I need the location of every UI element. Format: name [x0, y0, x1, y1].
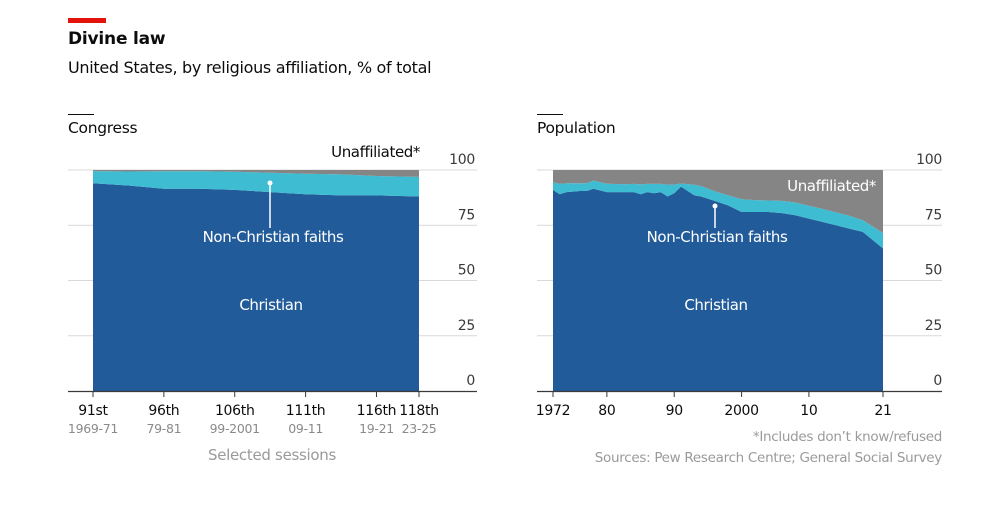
congress-ytick-label: 0: [466, 373, 475, 389]
congress-ytick-label: 75: [458, 207, 475, 223]
population-area-unaffiliated: [553, 170, 883, 233]
brand-accent-bar: [68, 18, 106, 23]
congress-ytick-label: 100: [449, 152, 475, 168]
population-xtick-label: 10: [800, 403, 817, 419]
population-area-non-christian: [553, 180, 883, 249]
congress-ytick-label: 25: [458, 318, 475, 334]
population-label-non-christian: Non-Christian faiths: [647, 228, 788, 246]
chart-subtitle: United States, by religious affiliation,…: [68, 58, 432, 77]
congress-label-unaffiliated: Unaffiliated*: [331, 143, 421, 161]
population-ytick-label: 50: [925, 263, 942, 279]
congress-xtick-sublabel: 19-21: [359, 421, 394, 436]
congress-label-christian: Christian: [239, 296, 302, 314]
congress-area-non-christian: [93, 171, 419, 197]
congress-xtick-label: 91st: [78, 403, 108, 419]
congress-xtick-label: 106th: [215, 403, 255, 419]
congress-ytick-label: 50: [458, 263, 475, 279]
congress-area-unaffiliated: [93, 170, 419, 177]
population-label-unaffiliated: Unaffiliated*: [787, 177, 877, 195]
congress-panel-title: Congress: [68, 119, 138, 137]
congress-label-non-christian: Non-Christian faiths: [203, 228, 344, 246]
congress-xtick-label: 111th: [286, 403, 326, 419]
congress-xtick-sublabel: 99-2001: [210, 421, 260, 436]
footnote-asterisk: *Includes don’t know/refused: [753, 429, 942, 445]
population-panel-rule: [537, 114, 563, 115]
congress-xtick-label: 116th: [357, 403, 397, 419]
population-label-christian: Christian: [684, 296, 747, 314]
population-ytick-label: 25: [925, 318, 942, 334]
congress-xtick-sublabel: 23-25: [402, 421, 437, 436]
population-panel-title: Population: [537, 119, 616, 137]
congress-xtick-label: 118th: [399, 403, 439, 419]
population-area-christian: [553, 186, 883, 391]
population-leader-dot: [712, 203, 718, 209]
population-xtick-label: 1972: [536, 403, 570, 419]
congress-xtick-sublabel: 79-81: [146, 421, 181, 436]
congress-area-christian: [93, 183, 419, 391]
congress-xtick-sublabel: 1969-71: [68, 421, 118, 436]
footnote-sources: Sources: Pew Research Centre; General So…: [595, 450, 943, 466]
population-ytick-label: 75: [925, 207, 942, 223]
population-ytick-label: 0: [933, 373, 942, 389]
population-xtick-label: 21: [874, 403, 891, 419]
congress-leader-dot: [267, 180, 273, 186]
population-xtick-label: 2000: [724, 403, 758, 419]
population-xtick-label: 90: [666, 403, 683, 419]
congress-xtick-label: 96th: [148, 403, 179, 419]
congress-panel-rule: [68, 114, 94, 115]
population-xtick-label: 80: [598, 403, 615, 419]
chart-title: Divine law: [68, 29, 166, 49]
population-ytick-label: 100: [916, 152, 942, 168]
congress-xaxis-title: Selected sessions: [208, 446, 337, 464]
congress-xtick-sublabel: 09-11: [288, 421, 323, 436]
